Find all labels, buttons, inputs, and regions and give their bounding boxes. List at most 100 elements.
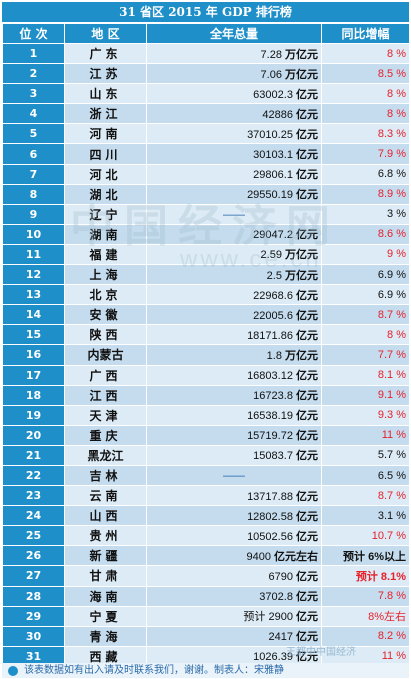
rank-cell: 28 <box>2 585 65 607</box>
growth-cell: 10.7 % <box>321 525 410 547</box>
table-row: 24 山西 12802.58 亿元 3.1 % <box>2 505 410 527</box>
total-value: 16538.19 <box>247 410 296 423</box>
total-value: 30103.1 <box>253 149 296 162</box>
growth-cell: 8.6 % <box>321 223 410 245</box>
table-row: 8 湖北 29550.19 亿元 8.9 % <box>2 183 410 205</box>
table-row: 25 贵州 10502.56 亿元 10.7 % <box>2 525 410 547</box>
growth-cell: 8.2 % <box>321 625 410 647</box>
footer-note-text: 该表数据如有出入请及时联系我们，谢谢。制表人：宋雅静 <box>24 665 284 676</box>
growth-cell: 8 % <box>321 83 410 105</box>
growth-cell: 8 % <box>321 103 410 125</box>
total-cell: 18171.86 亿元 <box>146 324 322 346</box>
table-row: 29 宁夏 预计 2900 亿元 8%左右 <box>2 605 410 627</box>
table-row: 7 河北 29806.1 亿元 6.8 % <box>2 163 410 185</box>
total-cell: 16723.8 亿元 <box>146 384 322 406</box>
table-row: 9 辽宁 —— 3 % <box>2 203 410 225</box>
total-cell: 16538.19 亿元 <box>146 404 322 426</box>
total-value: 22968.6 <box>253 289 296 302</box>
region-cell: 海南 <box>64 585 147 607</box>
total-value: 3702.8 <box>259 591 296 604</box>
total-cell: 13717.88 亿元 <box>146 485 322 507</box>
region-cell: 湖北 <box>64 183 147 205</box>
growth-cell: 6.9 % <box>321 264 410 286</box>
growth-cell: 6.5 % <box>321 464 410 487</box>
total-unit: 亿元 <box>296 610 318 624</box>
total-value: 18171.86 <box>247 329 296 342</box>
growth-cell: 3 % <box>321 203 410 225</box>
region-cell: 江西 <box>64 384 147 406</box>
region-cell: 河南 <box>64 123 147 145</box>
growth-cell: 预计 8.1% <box>321 565 410 587</box>
total-value: 15083.7 <box>253 450 296 463</box>
total-unit: 万亿元 <box>285 268 318 282</box>
total-unit: 亿元 <box>296 107 318 121</box>
region-cell: 福建 <box>64 243 147 266</box>
total-cell: —— <box>146 203 322 225</box>
rank-cell: 11 <box>2 243 65 266</box>
total-unit: 亿元 <box>296 590 318 604</box>
total-value: 2.5 <box>266 269 285 282</box>
total-cell: 3702.8 亿元 <box>146 585 322 607</box>
region-cell: 甘肃 <box>64 565 147 587</box>
total-cell: 22005.6 亿元 <box>146 304 322 326</box>
growth-cell: 7.8 % <box>321 585 410 607</box>
table-row: 28 海南 3702.8 亿元 7.8 % <box>2 585 410 607</box>
total-unit: 亿元 <box>296 449 318 463</box>
rank-cell: 5 <box>2 123 65 145</box>
total-unit: 万亿元 <box>285 67 318 81</box>
total-value: 10502.56 <box>247 530 296 543</box>
table-row: 2 江苏 7.06 万亿元 8.5 % <box>2 63 410 85</box>
total-unit: 亿元 <box>296 228 318 242</box>
rank-cell: 16 <box>2 344 65 366</box>
region-cell: 四川 <box>64 143 147 165</box>
total-cell: 29047.2 亿元 <box>146 223 322 245</box>
rank-cell: 22 <box>2 464 65 487</box>
table-row: 23 云南 13717.88 亿元 8.7 % <box>2 485 410 507</box>
region-cell: 贵州 <box>64 525 147 547</box>
total-value: 预计 2900 <box>243 611 296 624</box>
region-cell: 青海 <box>64 625 147 647</box>
total-unit: 亿元 <box>296 529 318 543</box>
total-unit: 亿元 <box>296 87 318 101</box>
header-growth: 同比增幅 <box>321 23 410 44</box>
total-value: 16723.8 <box>253 390 296 403</box>
header-total: 全年总量 <box>146 23 322 44</box>
region-cell: 吉林 <box>64 464 147 487</box>
table-row: 10 湖南 29047.2 亿元 8.6 % <box>2 223 410 245</box>
growth-cell: 8 % <box>321 324 410 346</box>
total-cell: —— <box>146 464 322 487</box>
growth-cell: 6.9 % <box>321 284 410 306</box>
total-cell: 29550.19 亿元 <box>146 183 322 205</box>
total-unit: 万亿元 <box>285 47 318 61</box>
table-row: 18 江西 16723.8 亿元 9.1 % <box>2 384 410 406</box>
growth-cell: 9.1 % <box>321 384 410 406</box>
rank-cell: 14 <box>2 304 65 326</box>
total-value: 37010.25 <box>247 128 296 141</box>
rank-cell: 3 <box>2 83 65 105</box>
rank-cell: 30 <box>2 625 65 647</box>
rank-cell: 6 <box>2 143 65 165</box>
rank-cell: 21 <box>2 444 65 466</box>
table-row: 4 浙江 42886 亿元 8 % <box>2 103 410 125</box>
region-cell: 黑龙江 <box>64 444 147 466</box>
total-unit: 亿元 <box>296 630 318 644</box>
table-header-row: 位 次 地 区 全年总量 同比增幅 <box>2 23 410 44</box>
table-row: 15 陕西 18171.86 亿元 8 % <box>2 324 410 346</box>
table-row: 27 甘肃 6790 亿元 预计 8.1% <box>2 565 410 587</box>
rank-cell: 9 <box>2 203 65 225</box>
total-value: 29806.1 <box>253 169 296 182</box>
rank-cell: 7 <box>2 163 65 185</box>
total-value: 2.59 <box>260 249 285 262</box>
total-unit: 亿元 <box>296 489 318 503</box>
table-row: 6 四川 30103.1 亿元 7.9 % <box>2 143 410 165</box>
growth-cell: 8.7 % <box>321 485 410 507</box>
table-row: 19 天津 16538.19 亿元 9.3 % <box>2 404 410 426</box>
table-row: 1 广东 7.28 万亿元 8 % <box>2 42 410 65</box>
growth-cell: 8%左右 <box>321 605 410 627</box>
total-cell: 1026.39 亿元 <box>146 645 322 667</box>
region-cell: 上海 <box>64 264 147 286</box>
total-value: 12802.58 <box>247 510 296 523</box>
total-unit: 亿元 <box>296 569 318 583</box>
rank-cell: 13 <box>2 284 65 306</box>
